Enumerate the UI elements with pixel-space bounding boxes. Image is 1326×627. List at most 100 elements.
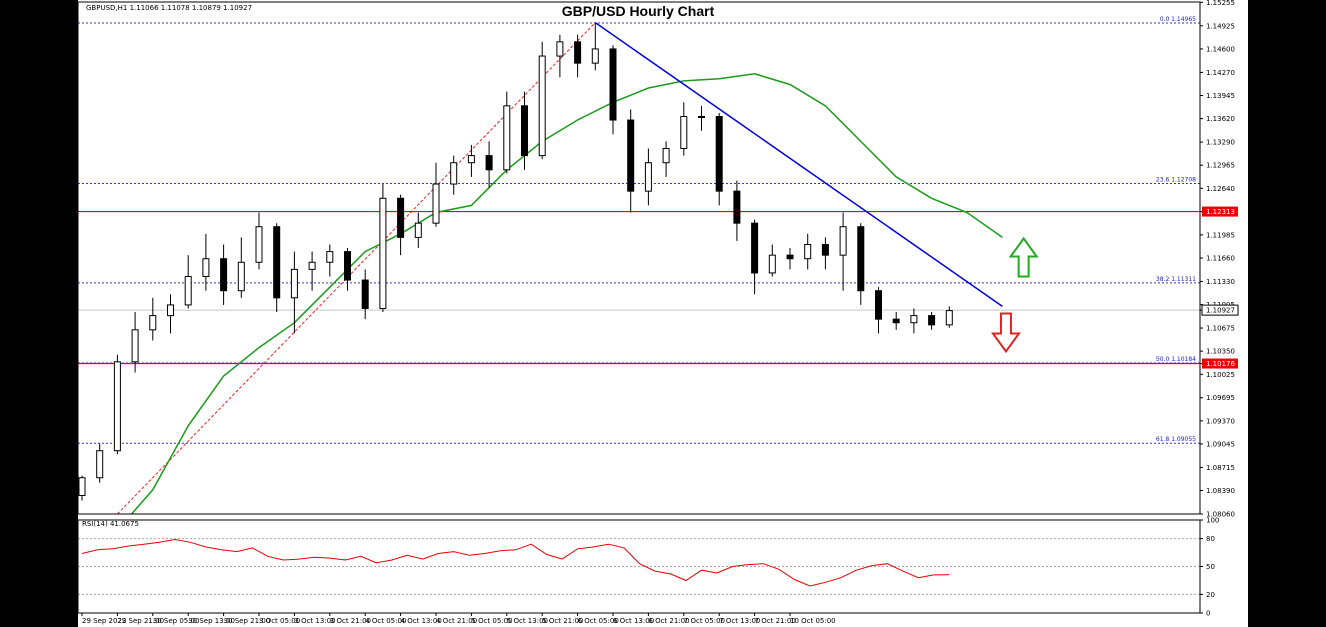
x-tick-label: 6 Oct 05:00	[578, 617, 619, 625]
candle-body	[680, 115, 688, 149]
candle-body	[556, 41, 564, 57]
candle-body	[821, 243, 829, 256]
y-tick-label: 1.08390	[1206, 487, 1235, 495]
y-tick-label: 1.09045	[1206, 440, 1235, 448]
y-tick-label: 1.14925	[1206, 22, 1235, 30]
candle-body	[344, 251, 351, 281]
y-tick-label: 1.11985	[1206, 231, 1235, 239]
x-tick-label: 30 Sep 13:00	[188, 617, 235, 625]
x-tick-label: 4 Oct 13:00	[401, 617, 442, 625]
candle-body	[149, 315, 157, 331]
y-tick-label: 1.14600	[1206, 45, 1235, 53]
candle-body	[379, 197, 387, 309]
candle-body	[910, 315, 918, 324]
y-tick-label: 1.10350	[1206, 348, 1235, 356]
x-tick-label: 6 Oct 13:00	[613, 617, 654, 625]
y-tick-label: 1.09695	[1206, 394, 1235, 402]
x-tick-label: 7 Oct 05:00	[684, 617, 725, 625]
x-tick-label: 3 Oct 13:00	[294, 617, 335, 625]
price-label-box	[1201, 304, 1239, 316]
price-label-box	[1202, 206, 1238, 217]
x-tick-label: 30 Sep 05:00	[153, 617, 200, 625]
fib-level-label: 38.2 1.11311	[1156, 276, 1196, 283]
candle-body	[308, 261, 316, 270]
fib-level-label: 0.0 1.14965	[1160, 16, 1196, 23]
rsi-tick-label: 0	[1206, 610, 1210, 618]
candle-body	[78, 477, 86, 497]
fib-swing-line	[117, 22, 596, 515]
candle-body	[786, 254, 794, 260]
y-tick-label: 1.08060	[1206, 511, 1235, 519]
candle-body	[96, 450, 104, 479]
y-tick-label: 1.13290	[1206, 139, 1235, 147]
y-tick-label: 1.12313	[1206, 208, 1235, 216]
rsi-line	[81, 538, 950, 587]
candle-body	[521, 105, 528, 157]
fib-level-label: 50.0 1.10184	[1156, 356, 1196, 363]
candle-body	[574, 41, 582, 64]
x-tick-label: 6 Oct 21:00	[648, 617, 689, 625]
candle-body	[733, 190, 741, 224]
candle-body	[839, 226, 847, 256]
candle-body	[662, 147, 670, 164]
y-tick-label: 1.13945	[1206, 92, 1235, 100]
candle-body	[627, 119, 635, 192]
rsi-tick-label: 100	[1206, 517, 1219, 525]
candle-body	[237, 261, 245, 292]
candle-body	[202, 258, 210, 277]
candle-body	[715, 115, 723, 192]
y-tick-label: 1.14270	[1206, 69, 1235, 77]
y-tick-label: 1.09370	[1206, 417, 1235, 425]
x-tick-label: 3 Oct 21:00	[330, 617, 371, 625]
candle-body	[432, 183, 440, 224]
candle-body	[503, 105, 511, 171]
y-tick-label: 1.08715	[1206, 464, 1235, 472]
chart-area: 0.0 1.14965 23.6 1.12708 38.2 1.11311 50.0 …	[78, 0, 1248, 627]
y-tick-label: 1.10025	[1206, 371, 1235, 379]
price-pane-border	[78, 1, 1201, 515]
x-tick-label: 10 Oct 05:00	[790, 617, 836, 625]
moving-average-line	[131, 73, 1003, 515]
candle-body	[609, 48, 617, 121]
candle-body	[804, 243, 812, 260]
fib-level-label: 23.6 1.12708	[1156, 176, 1196, 183]
candle-body	[538, 55, 546, 157]
candle-body	[220, 258, 228, 292]
rsi-tick-label: 50	[1206, 563, 1215, 571]
x-tick-label: 5 Oct 13:00	[507, 617, 548, 625]
candle-body	[397, 197, 405, 238]
x-tick-label: 29 Sep 2022	[82, 617, 126, 625]
candle-body	[290, 268, 298, 299]
x-tick-label: 4 Oct 21:00	[436, 617, 477, 625]
candle-body	[450, 162, 458, 185]
y-tick-label: 1.11330	[1206, 278, 1235, 286]
x-tick-label: 3 Oct 05:00	[259, 617, 300, 625]
y-tick-label: 1.10927	[1206, 307, 1235, 315]
x-tick-label: 30 Sep 21:00	[224, 617, 271, 625]
y-tick-label: 1.10176	[1206, 360, 1235, 368]
candle-body	[485, 155, 493, 171]
candle-body	[945, 310, 953, 326]
candle-body	[361, 279, 369, 309]
rsi-tick-label: 20	[1206, 591, 1215, 599]
x-tick-label: 5 Oct 05:00	[471, 617, 512, 625]
candle-body	[167, 304, 174, 317]
candle-body	[857, 226, 865, 292]
chart-title: GBP/USD Hourly Chart	[562, 3, 715, 19]
fib-level-label: 61.8 1.09055	[1156, 436, 1196, 443]
candle-body	[892, 318, 900, 324]
candle-body	[113, 361, 121, 452]
rsi-label: RSI(14) 41.0675	[82, 520, 139, 528]
candle-body	[698, 115, 705, 118]
bullish-arrow-icon	[1008, 236, 1039, 278]
x-tick-label: 5 Oct 21:00	[542, 617, 583, 625]
chart-canvas: 0.0 1.14965 23.6 1.12708 38.2 1.11311 50.0 …	[78, 0, 1239, 625]
y-tick-label: 1.12965	[1206, 162, 1235, 170]
x-tick-label: 4 Oct 05:00	[365, 617, 406, 625]
candle-body	[644, 162, 652, 192]
candle-body	[326, 251, 334, 263]
bearish-trend-line	[594, 22, 1003, 307]
candle-body	[414, 222, 422, 238]
candle-body	[467, 155, 475, 164]
y-tick-label: 1.12640	[1206, 185, 1235, 193]
